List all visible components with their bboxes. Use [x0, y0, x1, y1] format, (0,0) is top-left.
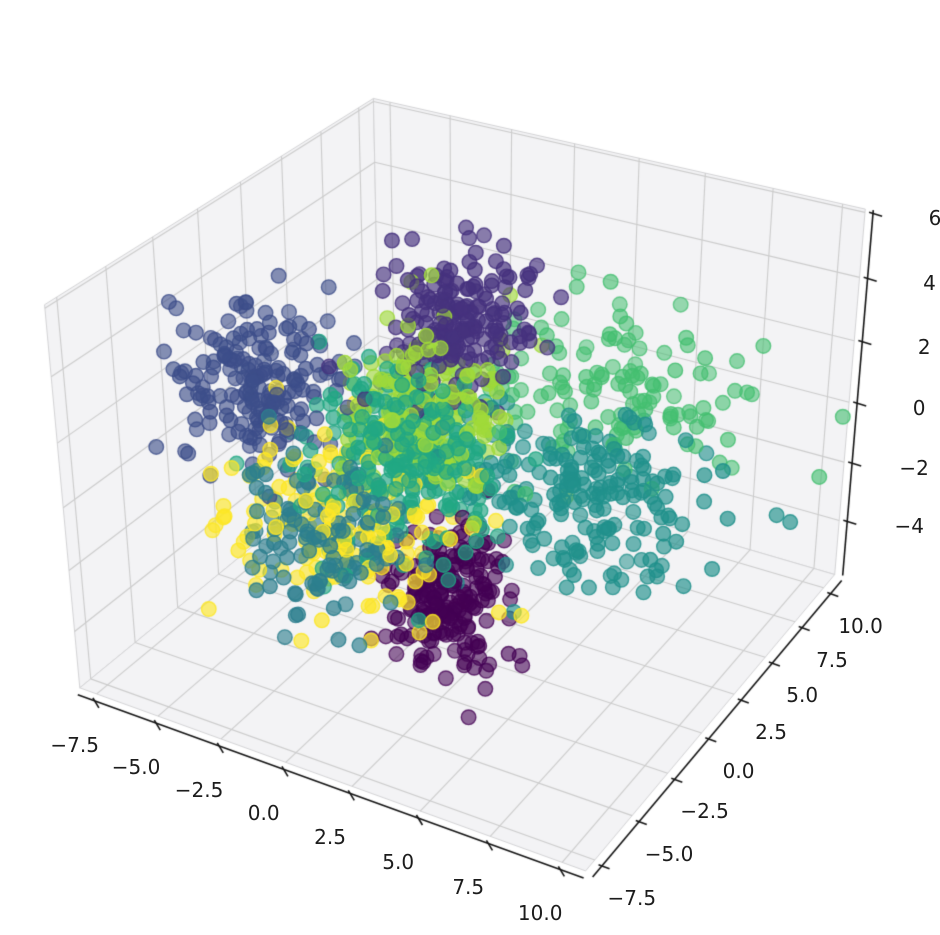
matplotlib-3d-scatter-figure: −7.5 −5.0 −2.5 0.0 2.5 5.0 7.5 10.0 −7.5 −5.0 −2.5… [0, 0, 940, 935]
scatter3d-plot-canvas [0, 0, 940, 935]
